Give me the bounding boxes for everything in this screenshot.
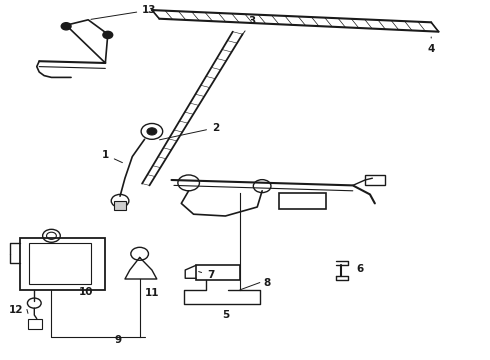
Circle shape bbox=[103, 31, 113, 39]
Text: 3: 3 bbox=[242, 16, 256, 36]
Text: 11: 11 bbox=[145, 288, 159, 298]
Text: 4: 4 bbox=[427, 37, 435, 54]
Text: 7: 7 bbox=[198, 270, 215, 280]
Text: 13: 13 bbox=[91, 5, 157, 19]
Bar bbox=[365, 175, 385, 185]
Text: 9: 9 bbox=[114, 335, 121, 345]
Bar bbox=[279, 193, 326, 209]
Bar bbox=[29, 243, 91, 284]
Bar bbox=[114, 201, 126, 210]
Bar bbox=[196, 265, 240, 280]
Circle shape bbox=[147, 128, 157, 135]
Text: 12: 12 bbox=[8, 305, 23, 315]
Circle shape bbox=[61, 23, 71, 30]
Text: 8: 8 bbox=[264, 278, 270, 288]
Text: 5: 5 bbox=[222, 310, 229, 320]
Bar bbox=[28, 319, 42, 329]
Text: 6: 6 bbox=[357, 264, 364, 274]
Text: 10: 10 bbox=[78, 287, 93, 297]
Text: 1: 1 bbox=[102, 150, 122, 163]
Text: 2: 2 bbox=[160, 123, 219, 140]
Bar bbox=[20, 238, 105, 290]
